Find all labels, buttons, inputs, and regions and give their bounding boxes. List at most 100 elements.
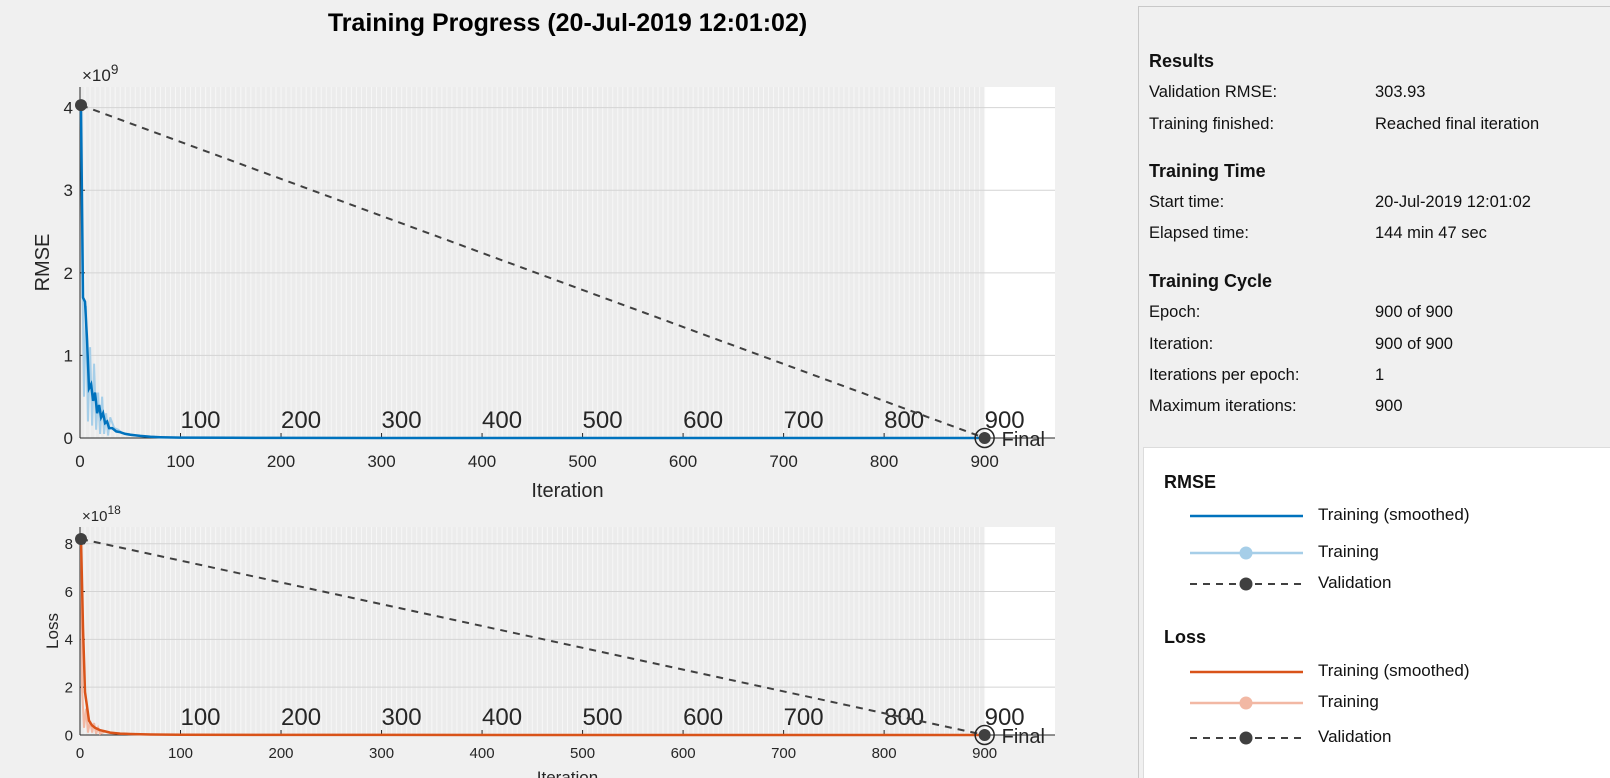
loss-x-tick-label: 800 [872,745,897,762]
loss-epoch-label: 300 [382,704,422,731]
rmse-x-tick-label: 200 [267,452,295,471]
rmse-y-tick-label: 3 [64,181,73,200]
loss-y-tick-label: 8 [65,536,73,553]
rmse-x-tick-label: 500 [568,452,596,471]
loss-y-tick-label: 0 [65,727,73,744]
loss-x-tick-label: 400 [470,745,495,762]
loss-x-axis-label: Iteration [537,768,598,778]
elapsed-time-value: 144 min 47 sec [1375,224,1487,242]
rmse-plot: 0 100 200 300 400 500 600 700 800 900 0 1 2 3 4 ×109 Ite… [32,62,1055,502]
rmse-epoch-stripes [79,87,986,438]
training-cycle-heading: Training Cycle [1149,271,1273,291]
start-time-value: 20-Jul-2019 12:01:02 [1375,193,1531,211]
loss-exponent-label: ×1018 [82,503,121,525]
loss-epoch-label: 900 [985,704,1025,731]
figure-title: Training Progress (20-Jul-2019 12:01:02) [327,9,808,37]
loss-x-tick-label: 100 [168,745,193,762]
results-heading: Results [1149,51,1215,71]
legend-loss-heading: Loss [1164,627,1207,647]
training-finished-value: Reached final iteration [1375,115,1540,133]
legend-rmse-smoothed: Training (smoothed) [1190,505,1470,524]
loss-validation-line [80,538,985,736]
iteration-label: Iteration: [1149,335,1214,353]
rmse-x-tick-label: 600 [669,452,697,471]
training-finished-label: Training finished: [1149,115,1275,133]
rmse-final-label: Final [1002,429,1045,451]
rmse-epoch-label: 200 [281,407,321,434]
loss-plot: 0 100 200 300 400 500 600 700 800 900 0 2 4 6 8 ×1018 It… [43,503,1055,778]
validation-rmse-label: Validation RMSE: [1149,83,1278,101]
rmse-validation-line [80,104,985,439]
legend-rmse-training: Training [1190,541,1590,565]
rmse-epoch-label: 400 [482,407,522,434]
loss-y-tick-label: 6 [65,584,73,601]
iterations-per-epoch-label: Iterations per epoch: [1149,366,1300,384]
rmse-x-tick-label: 700 [769,452,797,471]
rmse-epoch-label: 700 [784,407,824,434]
rmse-x-tick-label: 0 [75,452,84,471]
rmse-epoch-label: 900 [985,407,1025,434]
loss-x-tick-label: 200 [269,745,294,762]
rmse-exponent-label: ×109 [82,62,118,85]
loss-validation-point [978,729,991,741]
loss-final-label: Final [1002,726,1045,748]
legend-panel: RMSE Training (smoothed) Training Valida… [1143,447,1610,778]
rmse-validation-point [75,99,88,112]
loss-x-tick-label: 300 [369,745,394,762]
iteration-value: 900 of 900 [1375,335,1453,353]
loss-y-tick-label: 4 [65,632,73,649]
rmse-x-tick-label: 400 [468,452,496,471]
legend-loss-validation: Validation [1190,726,1590,750]
loss-validation-point [75,532,88,545]
loss-x-tick-label: 500 [570,745,595,762]
epoch-label: Epoch: [1149,303,1201,321]
elapsed-time-label: Elapsed time: [1149,224,1249,242]
loss-epoch-label: 800 [884,704,924,731]
loss-y-axis-label: Loss [43,613,62,649]
loss-x-tick-label: 700 [771,745,796,762]
loss-epoch-label: 700 [784,704,824,731]
rmse-epoch-label: 500 [583,407,623,434]
rmse-y-tick-label: 1 [64,346,73,365]
loss-epoch-label: 400 [482,704,522,731]
loss-y-tick-label: 2 [65,679,73,696]
rmse-y-tick-label: 0 [64,429,73,448]
rmse-y-tick-label: 2 [64,264,73,283]
legend-loss-training: Training [1190,691,1590,715]
rmse-x-axis-label: Iteration [531,480,603,502]
maximum-iterations-label: Maximum iterations: [1149,397,1297,415]
maximum-iterations-value: 900 [1375,397,1403,415]
loss-epoch-label: 100 [180,704,220,731]
rmse-training-smoothed-line [79,107,985,440]
rmse-epoch-label: 600 [683,407,723,434]
epoch-value: 900 of 900 [1375,303,1453,321]
validation-rmse-value: 303.93 [1375,83,1426,101]
rmse-y-tick-label: 4 [64,99,73,118]
rmse-validation-point [978,431,991,444]
rmse-y-axis-label: RMSE [32,234,54,292]
loss-exponent-power: 18 [107,503,121,517]
loss-final-marker [974,724,995,746]
iterations-per-epoch-value: 1 [1375,366,1385,384]
legend-rmse-heading: RMSE [1164,472,1217,492]
start-time-label: Start time: [1149,193,1225,211]
loss-epoch-label: 200 [281,704,321,731]
loss-x-tick-label: 0 [76,745,84,762]
loss-epoch-label: 500 [583,704,623,731]
loss-x-tick-label: 600 [671,745,696,762]
rmse-exponent-power: 9 [111,62,119,77]
legend-rmse-validation: Validation [1190,572,1590,596]
rmse-epoch-label: 100 [180,407,220,434]
legend-loss-smoothed: Training (smoothed) [1190,661,1470,680]
rmse-final-marker [974,427,995,449]
rmse-epoch-label: 300 [382,407,422,434]
loss-epoch-label: 600 [683,704,723,731]
rmse-x-tick-label: 800 [870,452,898,471]
rmse-x-tick-label: 100 [166,452,194,471]
loss-epoch-stripes [79,527,986,735]
rmse-x-tick-label: 300 [367,452,395,471]
rmse-x-tick-label: 900 [970,452,998,471]
loss-x-tick-label: 900 [972,745,997,762]
loss-training-smoothed-line [79,538,985,737]
training-time-heading: Training Time [1149,161,1266,181]
